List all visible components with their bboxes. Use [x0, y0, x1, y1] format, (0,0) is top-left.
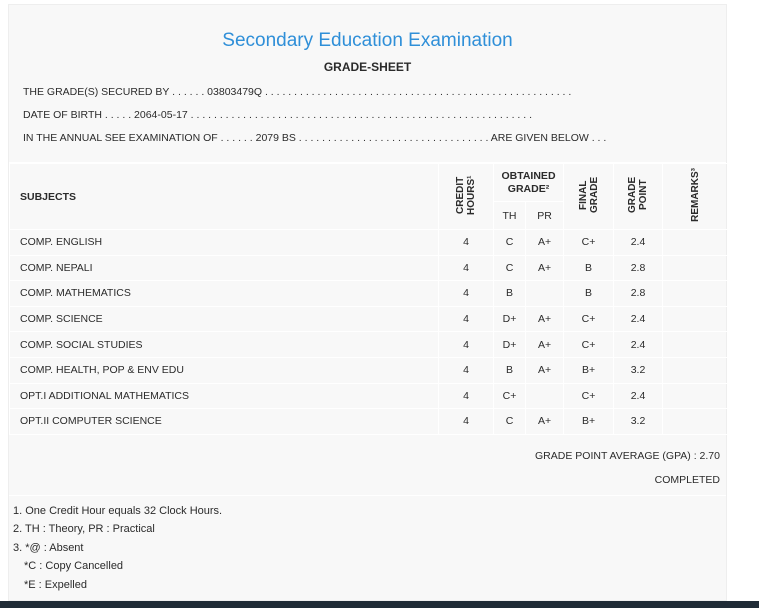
- header-remarks: REMARKS³: [689, 168, 701, 222]
- cell-subject: COMP. HEALTH, POP & ENV EDU: [9, 356, 439, 384]
- cell-credit-hours: 4: [438, 280, 494, 307]
- cell-final-grade: B: [563, 254, 615, 282]
- footnote: 3. *@ : Absent: [13, 541, 84, 554]
- cell-practical-grade: [524, 280, 565, 307]
- cell-final-grade: C+: [563, 331, 615, 358]
- cell-grade-point: 2.4: [613, 331, 664, 358]
- cell-grade-point: 2.4: [613, 305, 664, 333]
- cell-theory-grade: B: [493, 356, 526, 384]
- student-info: THE GRADE(S) SECURED BY . . . . . . 0380…: [9, 75, 726, 162]
- cell-remarks: [662, 408, 728, 435]
- footnotes: 1. One Credit Hour equals 32 Clock Hours…: [9, 496, 726, 597]
- divider: [9, 494, 726, 496]
- header-credit-hours: CREDIT HOURS¹: [455, 175, 477, 215]
- cell-theory-grade: C+: [493, 382, 526, 410]
- cell-credit-hours: 4: [438, 408, 494, 435]
- cell-practical-grade: A+: [524, 305, 565, 333]
- table-row: COMP. SCIENCE 4 D+ A+ C+ 2.4: [9, 305, 728, 333]
- cell-credit-hours: 4: [438, 382, 494, 410]
- cell-practical-grade: A+: [524, 254, 565, 282]
- cell-remarks: [662, 382, 728, 410]
- cell-theory-grade: C: [493, 408, 526, 435]
- cell-practical-grade: A+: [524, 356, 565, 384]
- grades-table: SUBJECTS CREDIT HOURS¹ OBTAINED GRADE² F…: [9, 163, 728, 435]
- header-grade-point: GRADE POINT: [627, 176, 650, 214]
- cell-theory-grade: D+: [493, 305, 526, 333]
- cell-theory-grade: C: [493, 229, 526, 256]
- cell-practical-grade: A+: [524, 408, 565, 435]
- cell-grade-point: 3.2: [613, 408, 664, 435]
- footnote: 1. One Credit Hour equals 32 Clock Hours…: [13, 504, 223, 517]
- cell-remarks: [662, 305, 728, 333]
- header-subjects: SUBJECTS: [9, 163, 439, 230]
- secured-by-line: THE GRADE(S) SECURED BY . . . . . . 0380…: [23, 86, 572, 98]
- page-title: Secondary Education Examination: [222, 30, 513, 51]
- cell-remarks: [662, 280, 728, 307]
- cell-final-grade: C+: [563, 229, 615, 256]
- cell-final-grade: B+: [563, 356, 615, 384]
- cell-subject: COMP. MATHEMATICS: [9, 280, 439, 307]
- cell-practical-grade: [524, 382, 565, 410]
- table-row: COMP. NEPALI 4 C A+ B 2.8: [9, 254, 728, 282]
- cell-remarks: [662, 254, 728, 282]
- taskbar: [0, 601, 759, 609]
- cell-remarks: [662, 356, 728, 384]
- gpa-value: GRADE POINT AVERAGE (GPA) : 2.70: [535, 449, 720, 462]
- cell-subject: OPT.I ADDITIONAL MATHEMATICS: [9, 382, 439, 410]
- table-row: COMP. ENGLISH 4 C A+ C+ 2.4: [9, 229, 728, 256]
- cell-practical-grade: A+: [524, 229, 565, 256]
- cell-theory-grade: C: [493, 254, 526, 282]
- table-row: COMP. SOCIAL STUDIES 4 D+ A+ C+ 2.4: [9, 331, 728, 358]
- header-pr: PR: [524, 201, 565, 230]
- cell-credit-hours: 4: [438, 331, 494, 358]
- cell-subject: COMP. SCIENCE: [9, 305, 439, 333]
- table-row: COMP. MATHEMATICS 4 B B 2.8: [9, 280, 728, 307]
- cell-final-grade: B+: [563, 408, 615, 435]
- cell-credit-hours: 4: [438, 305, 494, 333]
- cell-subject: COMP. SOCIAL STUDIES: [9, 331, 439, 358]
- header-final-grade: FINAL GRADE: [577, 176, 600, 214]
- cell-theory-grade: B: [493, 280, 526, 307]
- divider: [9, 162, 726, 163]
- cell-theory-grade: D+: [493, 331, 526, 358]
- cell-subject: OPT.II COMPUTER SCIENCE: [9, 408, 439, 435]
- table-row: OPT.I ADDITIONAL MATHEMATICS 4 C+ C+ 2.4: [9, 382, 728, 410]
- result-status: COMPLETED: [654, 473, 720, 486]
- cell-grade-point: 3.2: [613, 356, 664, 384]
- cell-grade-point: 2.4: [613, 382, 664, 410]
- date-of-birth-line: DATE OF BIRTH . . . . . 2064-05-17 . . .…: [23, 109, 532, 121]
- header-obtained-grade: OBTAINED GRADE²: [492, 163, 565, 202]
- cell-credit-hours: 4: [438, 254, 494, 282]
- cell-final-grade: B: [563, 280, 615, 307]
- cell-subject: COMP. NEPALI: [9, 254, 439, 282]
- footnote: *C : Copy Cancelled: [24, 560, 124, 573]
- table-row: OPT.II COMPUTER SCIENCE 4 C A+ B+ 3.2: [9, 408, 728, 435]
- page-subtitle: GRADE-SHEET: [323, 60, 412, 74]
- cell-grade-point: 2.8: [613, 254, 664, 282]
- cell-subject: COMP. ENGLISH: [9, 229, 439, 256]
- cell-grade-point: 2.4: [613, 229, 664, 256]
- cell-practical-grade: A+: [524, 331, 565, 358]
- cell-credit-hours: 4: [438, 229, 494, 256]
- grade-sheet-card: Secondary Education Examination GRADE-SH…: [8, 4, 728, 602]
- footnote: 2. TH : Theory, PR : Practical: [13, 523, 155, 536]
- table-row: COMP. HEALTH, POP & ENV EDU 4 B A+ B+ 3.2: [9, 356, 728, 384]
- footnote: *E : Expelled: [24, 578, 87, 591]
- cell-grade-point: 2.8: [613, 280, 664, 307]
- cell-remarks: [662, 229, 728, 256]
- result-summary: GRADE POINT AVERAGE (GPA) : 2.70 COMPLET…: [9, 435, 726, 495]
- header-th: TH: [493, 201, 526, 230]
- cell-credit-hours: 4: [438, 356, 494, 384]
- cell-final-grade: C+: [563, 382, 615, 410]
- cell-remarks: [662, 331, 728, 358]
- cell-final-grade: C+: [563, 305, 615, 333]
- exam-line: IN THE ANNUAL SEE EXAMINATION OF . . . .…: [23, 132, 607, 144]
